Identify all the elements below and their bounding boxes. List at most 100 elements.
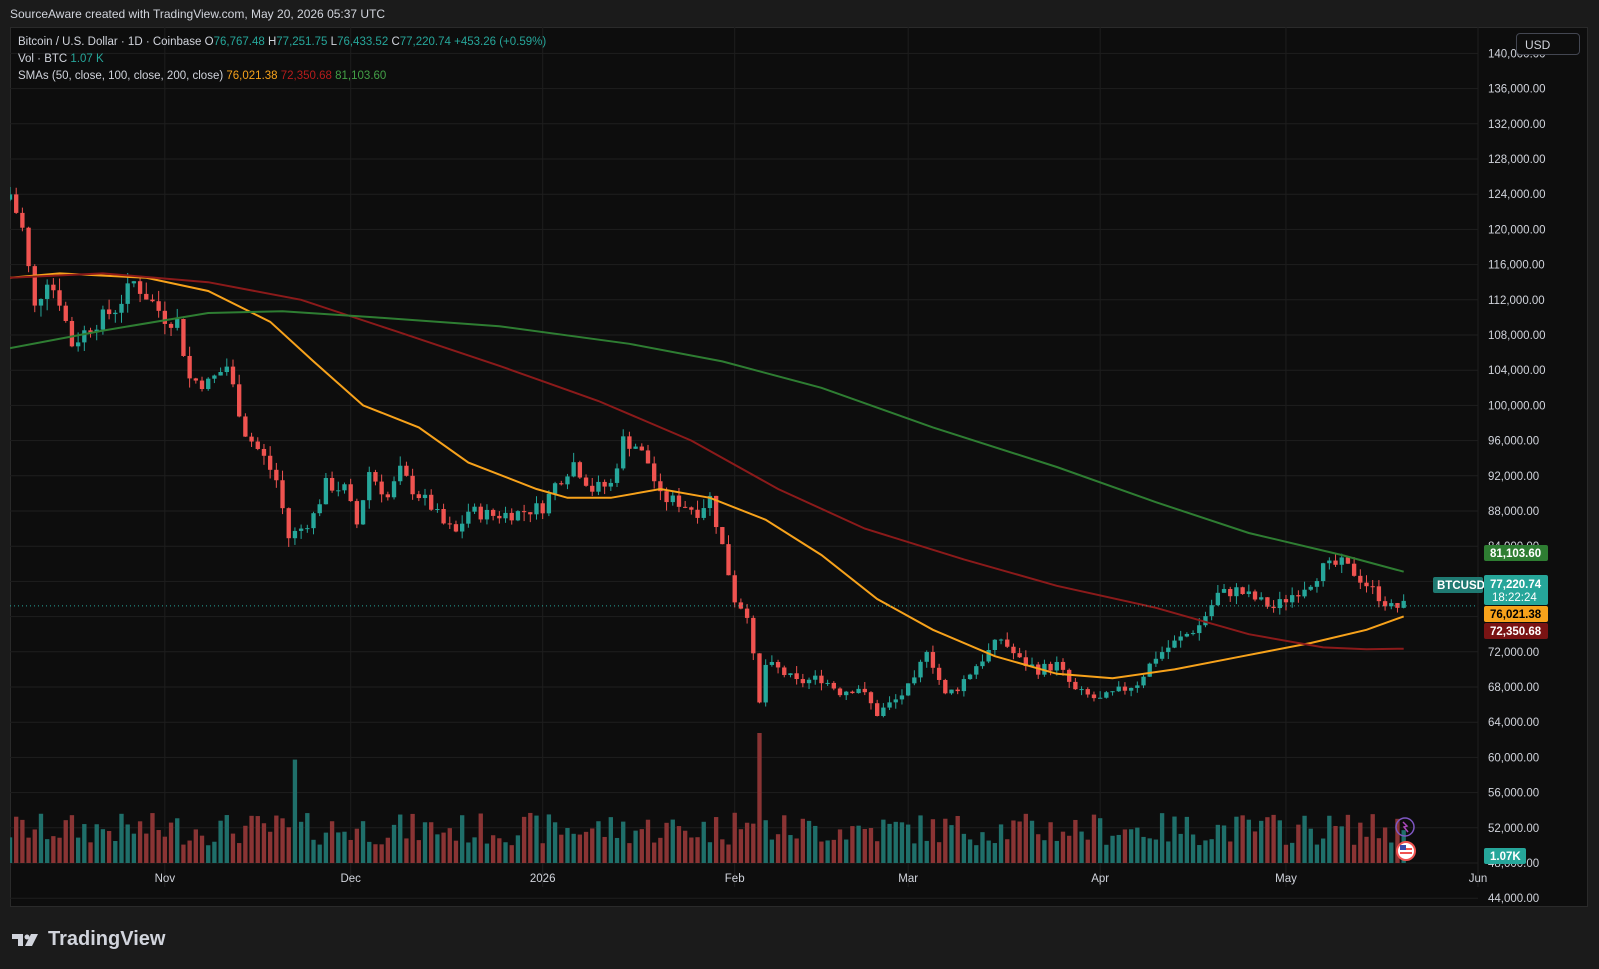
candle-body: [856, 688, 861, 694]
volume-bar: [924, 840, 929, 863]
candle-body: [137, 281, 143, 294]
candle-body: [1128, 687, 1134, 691]
candle-body: [875, 703, 880, 716]
volume-bar: [825, 840, 830, 863]
volume-bar: [744, 822, 750, 863]
candle-body: [14, 194, 19, 213]
price-tick-label: 136,000.00: [1488, 84, 1546, 96]
price-tick-label: 44,000.00: [1488, 893, 1539, 905]
volume-bar: [292, 759, 298, 863]
candle-body: [497, 515, 502, 519]
last-price-tag-bg: [1484, 575, 1548, 605]
us-flag-icon[interactable]: [1396, 841, 1416, 861]
candle-body: [1302, 589, 1307, 597]
candle-body: [1358, 575, 1363, 583]
price-chart[interactable]: 44,000.0048,000.0052,000.0056,000.0060,0…: [10, 27, 1588, 907]
volume-bar: [658, 837, 663, 863]
volume-bar: [1320, 838, 1326, 863]
volume-bar: [614, 837, 620, 863]
price-axis: 44,000.0048,000.0052,000.0056,000.0060,0…: [1488, 48, 1546, 905]
symbol-tag: BTCUSD: [1437, 580, 1485, 592]
candle-body: [274, 469, 279, 481]
volume-bar: [645, 819, 651, 863]
volume-bar: [237, 843, 242, 863]
candle-body: [732, 575, 737, 603]
candle-body: [168, 323, 174, 328]
candle-body: [1320, 563, 1326, 582]
price-tick-label: 112,000.00: [1488, 295, 1545, 307]
volume-bar: [565, 827, 570, 863]
volume-bar: [1060, 831, 1066, 863]
tradingview-logo[interactable]: TradingView: [12, 928, 165, 951]
change-value: +453.26 (+0.59%): [454, 36, 547, 48]
candle-body: [206, 378, 211, 390]
candle-body: [125, 283, 130, 304]
volume-bar: [1277, 820, 1282, 863]
candle-body: [701, 508, 706, 518]
sma-label[interactable]: SMAs (50, close, 100, close, 200, close): [18, 70, 224, 82]
candle-body: [230, 366, 236, 385]
high-label: H: [267, 36, 277, 48]
candle-body: [936, 667, 942, 680]
candle-body: [788, 673, 793, 676]
price-tick-label: 120,000.00: [1488, 224, 1546, 236]
volume-bar: [113, 840, 118, 863]
volume-bar: [119, 813, 124, 863]
candle-body: [1036, 664, 1041, 675]
candle-body: [943, 679, 948, 694]
volume-bar: [986, 840, 991, 863]
header-bar: SourceAware created with TradingView.com…: [0, 0, 1599, 26]
sma100-value: 72,350.68: [280, 70, 332, 82]
candle-body: [267, 455, 273, 470]
symbol-title[interactable]: Bitcoin / U.S. Dollar · 1D · Coinbase: [18, 36, 202, 48]
close-value: 77,220.74: [399, 36, 451, 48]
price-tick-label: 52,000.00: [1488, 823, 1539, 835]
candle-body: [509, 512, 514, 521]
volume-bar: [732, 812, 737, 863]
volume-bar: [974, 845, 979, 863]
volume-bar: [676, 826, 682, 863]
candle-body: [1215, 592, 1221, 606]
volume-bar: [738, 829, 744, 863]
candle-body: [261, 448, 267, 456]
currency-button[interactable]: USD: [1516, 33, 1580, 55]
candle-body: [63, 305, 68, 321]
volume-bar: [726, 844, 731, 863]
volume-bar: [156, 830, 161, 863]
volume-bar: [998, 824, 1004, 863]
candle-body: [633, 446, 638, 449]
candle-body: [175, 319, 180, 328]
volume-label[interactable]: Vol · BTC: [18, 53, 68, 65]
candle-body: [1190, 633, 1196, 635]
candle-body: [583, 477, 589, 486]
candle-body: [20, 212, 25, 228]
volume-bar: [212, 841, 217, 863]
sma200-tag: 81,103.60: [1490, 548, 1541, 560]
countdown-tag: 18:22:24: [1492, 592, 1537, 604]
volume-bar: [943, 818, 948, 863]
candle-body: [1271, 606, 1276, 609]
candle-body: [621, 436, 626, 469]
volume-bar: [298, 821, 304, 863]
candle-body: [571, 462, 576, 477]
volume-bar: [206, 845, 211, 863]
candle-body: [720, 527, 725, 545]
legend-ohlc-row: Bitcoin / U.S. Dollar · 1D · Coinbase O7…: [18, 34, 546, 51]
volume-bar: [1005, 839, 1010, 863]
candle-body: [199, 380, 205, 390]
candle-body: [385, 494, 391, 498]
candle-body: [367, 472, 372, 501]
chart-frame[interactable]: [10, 27, 1588, 907]
volume-bar: [1091, 814, 1097, 863]
volume-bar: [701, 821, 706, 863]
volume-bar: [881, 819, 886, 863]
candle-body: [1178, 636, 1183, 641]
candle-body: [447, 523, 452, 525]
candle-body: [1246, 591, 1251, 595]
sparkle-icon[interactable]: [1395, 817, 1415, 837]
candle-body: [577, 462, 583, 478]
candle-body: [1240, 587, 1245, 595]
volume-bar: [850, 826, 855, 863]
candle-body: [905, 683, 911, 696]
candle-body: [521, 511, 527, 513]
